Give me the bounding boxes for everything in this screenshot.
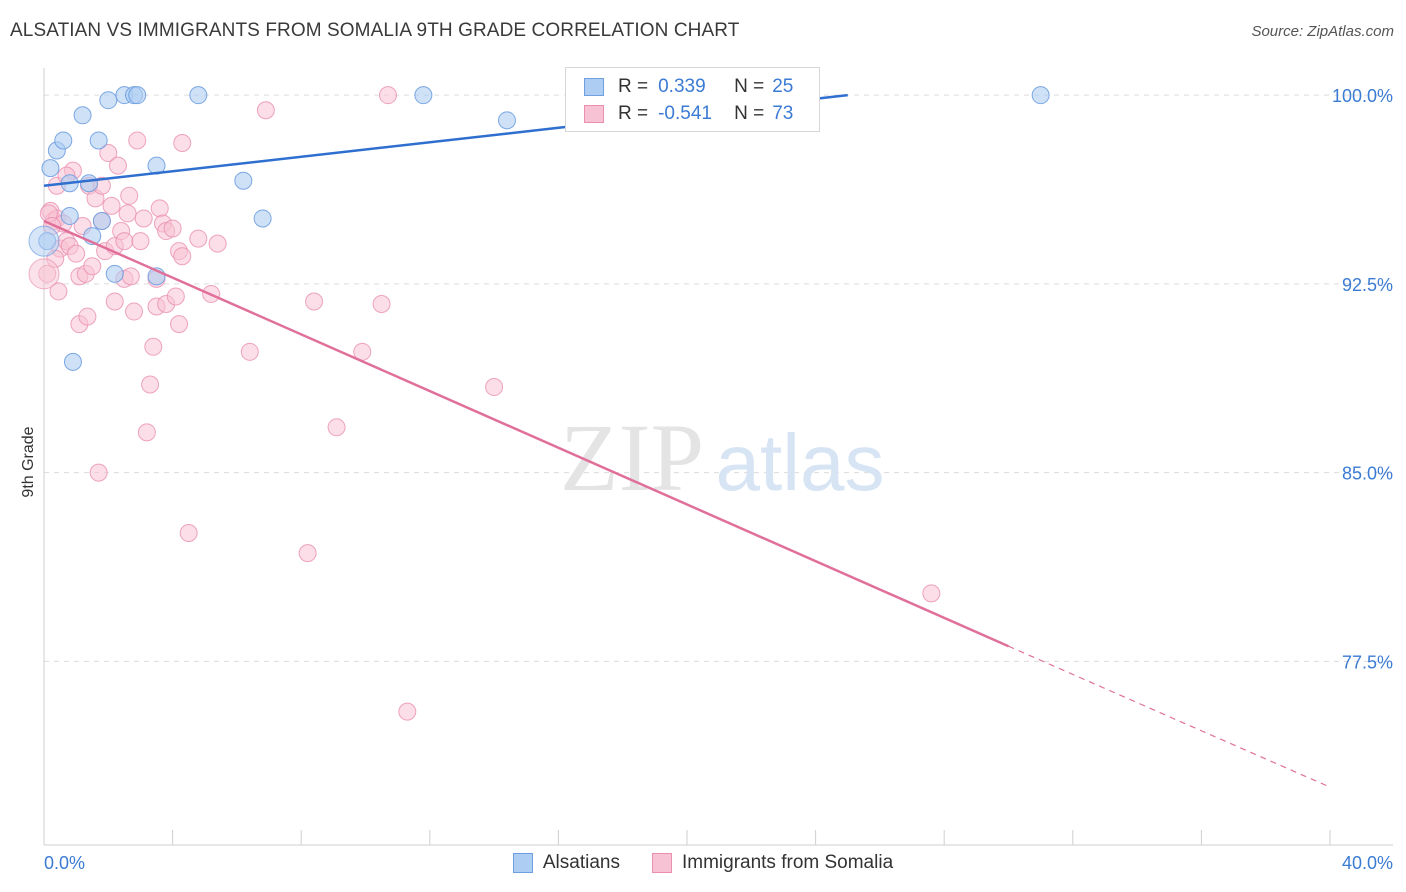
watermark-atlas: atlas — [716, 418, 885, 507]
legend-n-value: 25 — [772, 76, 794, 97]
watermark: ZIP atlas — [560, 404, 884, 511]
y-tick-label: 92.5% — [1342, 275, 1393, 295]
somalia-point — [134, 209, 153, 228]
somalia-point — [121, 267, 140, 286]
y-tick-label: 77.5% — [1342, 652, 1393, 672]
somalia-point — [189, 229, 208, 248]
series-legend: Alsatians Immigrants from Somalia — [0, 852, 1406, 874]
somalia-point — [398, 702, 417, 721]
alsatian-point — [414, 86, 433, 105]
somalia-point — [99, 144, 118, 163]
legend-row-alsatians: R = 0.339 N = 25 — [584, 74, 793, 100]
somalia-point — [118, 204, 137, 223]
legend-r-label: R = — [618, 76, 649, 97]
legend-label-alsatians: Alsatians — [542, 852, 620, 873]
legend-n-label: N = — [734, 76, 765, 97]
somalia-point — [298, 544, 317, 563]
somalia-point — [141, 375, 160, 394]
legend-row-somalia: R = -0.541 N = 73 — [584, 101, 793, 127]
legend-n-value: 73 — [772, 103, 794, 124]
somalia-trend-line — [43, 219, 1010, 648]
legend-r-label: R = — [618, 103, 649, 124]
somalia-point — [922, 584, 941, 603]
somalia-point — [128, 131, 147, 150]
alsatian-point — [63, 352, 82, 371]
x-tick-label: 40.0% — [1342, 853, 1393, 873]
y-tick-label: 85.0% — [1342, 464, 1393, 484]
y-axis-label: 9th Grade — [20, 426, 37, 498]
alsatian-point — [89, 131, 108, 150]
somalia-point — [256, 101, 275, 120]
source-label: Source: ZipAtlas.com — [1251, 23, 1394, 40]
somalia-point — [179, 523, 198, 542]
chart-title: ALSATIAN VS IMMIGRANTS FROM SOMALIA 9TH … — [10, 20, 740, 41]
legend-r-value: -0.541 — [658, 103, 712, 124]
somalia-point — [108, 156, 127, 175]
alsatian-point — [253, 209, 272, 228]
tick-labels: 100.0% 92.5% 85.0% 77.5% 0.0% 40.0% — [44, 86, 1393, 873]
alsatian-point — [234, 171, 253, 190]
somalia-point — [131, 232, 150, 251]
alsatian-point — [80, 174, 99, 193]
somalia-point — [83, 257, 102, 276]
alsatian-point — [28, 225, 60, 257]
legend-r-value: 0.339 — [658, 76, 706, 97]
somalia-point — [372, 295, 391, 314]
somalia-point — [105, 292, 124, 311]
alsatian-point — [99, 91, 118, 110]
somalia-point — [173, 247, 192, 266]
legend-label-somalia: Immigrants from Somalia — [681, 852, 894, 873]
legend-swatch-pink — [651, 853, 672, 873]
alsatian-point — [41, 159, 60, 178]
somalia-point — [125, 302, 144, 321]
y-tick-label: 100.0% — [1332, 86, 1393, 106]
legend-n-label: N = — [734, 103, 765, 124]
somalia-point — [137, 423, 156, 442]
legend-swatch-blue — [512, 853, 533, 873]
somalia-point — [305, 292, 324, 311]
somalia-point — [208, 234, 227, 253]
alsatian-point — [54, 131, 73, 150]
somalia-point — [102, 196, 121, 215]
somalia-point — [144, 337, 163, 356]
alsatian-point — [128, 86, 147, 105]
watermark-zip: ZIP — [560, 404, 704, 511]
alsatian-point — [1031, 86, 1050, 105]
alsatian-point — [105, 264, 124, 283]
stats-legend: R = 0.339 N = 25 R = -0.541 N = 73 — [565, 67, 820, 132]
legend-swatch-pink — [584, 105, 604, 123]
somalia-point — [150, 199, 169, 218]
somalia-point — [485, 378, 504, 397]
alsatian-point — [189, 86, 208, 105]
legend-item-somalia[interactable]: Immigrants from Somalia — [651, 852, 894, 874]
somalia-point — [173, 133, 192, 152]
somalia-point — [78, 307, 97, 326]
somalia-trend-extension — [1008, 645, 1331, 788]
somalia-point — [240, 342, 259, 361]
somalia-point — [115, 232, 134, 251]
somalia-point — [49, 282, 68, 301]
somalia-point — [163, 219, 182, 238]
legend-item-alsatians[interactable]: Alsatians — [512, 852, 620, 874]
alsatian-point — [60, 206, 79, 225]
axes — [43, 68, 1393, 846]
somalia-point — [166, 287, 185, 306]
somalia-point — [120, 186, 139, 205]
x-tick-label: 0.0% — [44, 853, 85, 873]
somalia-point — [327, 418, 346, 437]
somalia-point — [28, 258, 60, 290]
alsatian-point — [92, 211, 111, 230]
somalia-points — [28, 86, 941, 721]
somalia-point — [170, 315, 189, 334]
somalia-point — [89, 463, 108, 482]
somalia-point — [379, 86, 398, 105]
alsatian-point — [497, 111, 516, 130]
alsatian-point — [73, 106, 92, 125]
legend-swatch-blue — [584, 78, 604, 96]
somalia-point — [67, 244, 86, 263]
